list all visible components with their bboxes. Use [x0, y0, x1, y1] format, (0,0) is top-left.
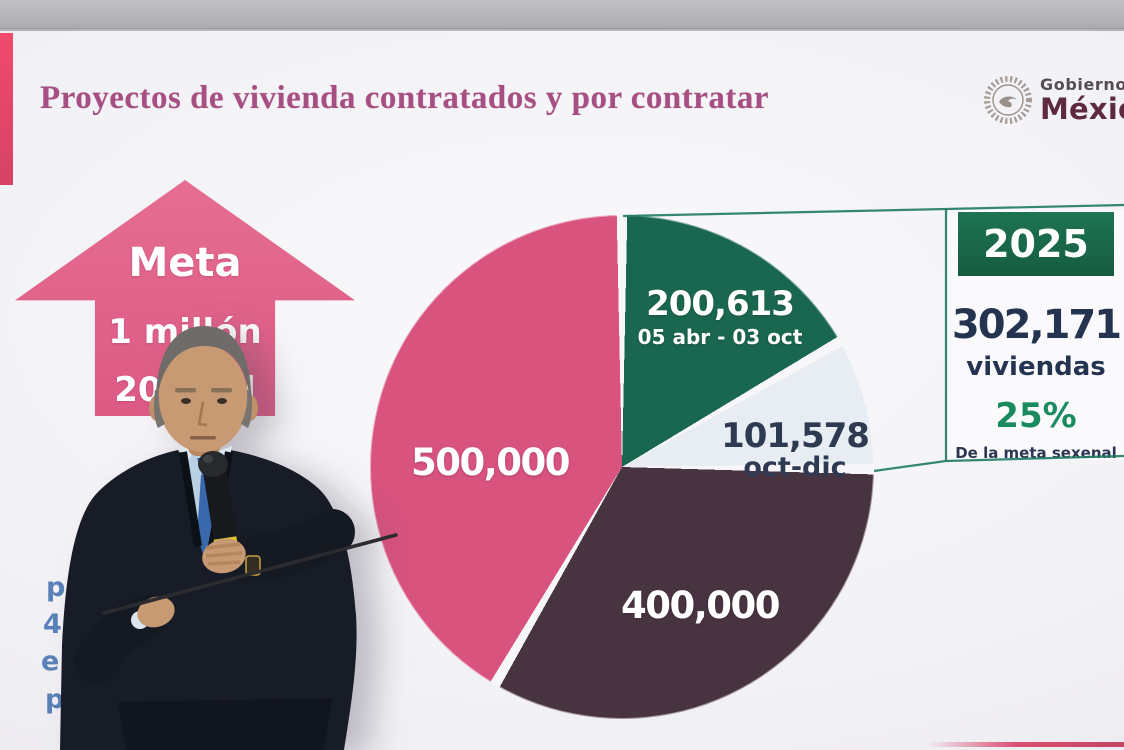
pie-label-oct-dic: 101,578 oct-dic [688, 417, 902, 483]
pie-label-contracted: 200,613 05 abr - 03 oct [600, 284, 840, 350]
pie-label-400000: 400,000 [620, 584, 781, 627]
eye-right [217, 398, 227, 404]
year-panel-caption: De la meta sexenal [955, 444, 1117, 462]
presenter-trousers [118, 698, 332, 750]
microphone-head [198, 451, 228, 477]
slide-title: Proyectos de vivienda contratados y por … [40, 80, 770, 116]
gobierno-mexico-logo: Gobierno México [1040, 75, 1124, 126]
eyebrow-right [211, 388, 232, 393]
mic-arm-sleeve [221, 509, 355, 582]
pie-period: oct-dic [743, 452, 847, 484]
pie-period: 05 abr - 03 oct [637, 325, 803, 350]
nose [197, 401, 208, 427]
mexico-seal-icon [984, 76, 1032, 124]
presenter-figure [60, 326, 357, 750]
slide-bottom-accent [928, 742, 1124, 747]
year-panel-percent: 25% [995, 396, 1077, 436]
presenter-face [158, 344, 248, 452]
pie-label-500000: 500,000 [410, 441, 571, 484]
note-fragment: p [46, 572, 66, 603]
pie-value: 200,613 [646, 284, 795, 324]
logo-gobierno-text: Gobierno [1040, 75, 1124, 94]
microphone [202, 456, 239, 562]
eye-left [181, 398, 191, 404]
watch [245, 555, 261, 576]
slide-edge-accent [0, 33, 13, 185]
pie-value: 101,578 [721, 416, 870, 456]
microphone-highlight [203, 455, 213, 463]
year-panel-header: 2025 [958, 212, 1114, 276]
goal-arrow-title: Meta [128, 240, 242, 286]
hair-side-left [154, 390, 165, 428]
screen-top-edge [0, 28, 1124, 32]
note-fragment: p [45, 684, 65, 715]
year-panel-value: 302,171 [951, 302, 1122, 348]
logo-mexico-text: México [1040, 92, 1124, 126]
year-panel-unit: viviendas [966, 352, 1106, 382]
eyebrow-left [175, 388, 196, 393]
wall-band [0, 0, 1124, 29]
mouth [190, 436, 216, 440]
lapel-left [179, 451, 202, 547]
pie-chart [370, 215, 874, 719]
presenter-hair [155, 326, 252, 412]
hair-side-right [241, 390, 252, 428]
